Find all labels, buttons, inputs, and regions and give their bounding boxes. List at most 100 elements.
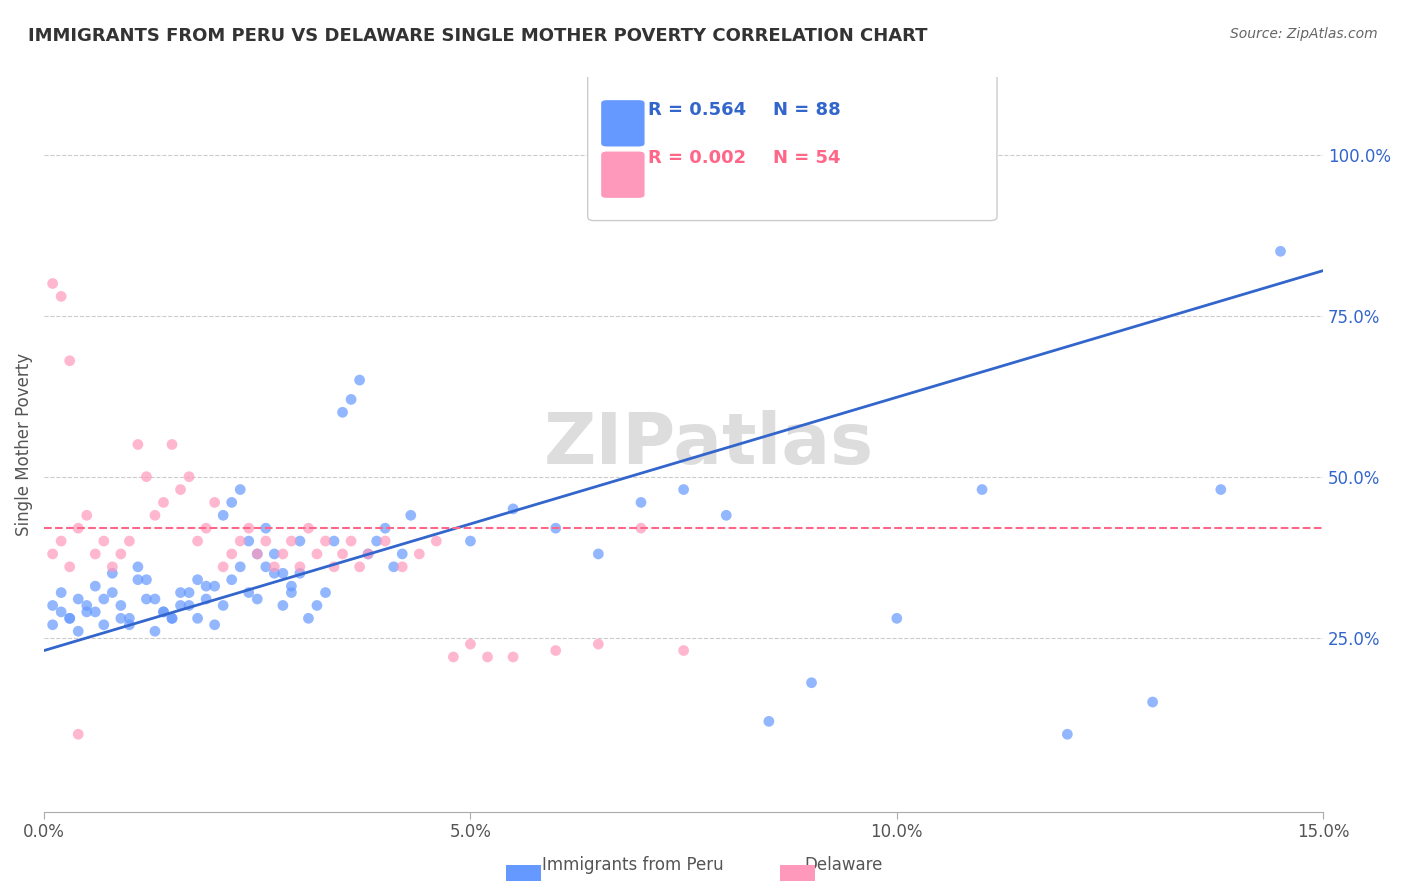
Point <box>187 534 209 549</box>
Point <box>127 573 149 587</box>
Point <box>349 373 371 387</box>
Point <box>143 624 166 639</box>
Point <box>51 585 73 599</box>
Text: N = 54: N = 54 <box>773 149 841 167</box>
Point <box>84 579 107 593</box>
FancyBboxPatch shape <box>600 151 645 199</box>
Point <box>271 566 294 581</box>
Point <box>221 547 243 561</box>
Point <box>76 599 98 613</box>
Point <box>135 469 157 483</box>
Point <box>212 599 235 613</box>
Point <box>177 599 200 613</box>
Point <box>195 521 218 535</box>
Point <box>357 547 380 561</box>
Point <box>143 592 166 607</box>
Point <box>110 611 132 625</box>
Point <box>544 521 567 535</box>
Text: IMMIGRANTS FROM PERU VS DELAWARE SINGLE MOTHER POVERTY CORRELATION CHART: IMMIGRANTS FROM PERU VS DELAWARE SINGLE … <box>28 27 928 45</box>
Point <box>288 566 311 581</box>
Point <box>169 599 191 613</box>
Point <box>460 637 482 651</box>
Point <box>41 617 63 632</box>
Point <box>544 643 567 657</box>
FancyBboxPatch shape <box>600 151 645 199</box>
Point <box>305 547 328 561</box>
Point <box>1142 695 1164 709</box>
Point <box>51 605 73 619</box>
Point <box>152 605 174 619</box>
Point <box>204 579 226 593</box>
Point <box>229 534 252 549</box>
Point <box>101 585 124 599</box>
Point <box>152 495 174 509</box>
FancyBboxPatch shape <box>600 100 645 147</box>
Point <box>340 392 363 407</box>
Point <box>221 495 243 509</box>
Point <box>59 353 82 368</box>
Point <box>254 521 277 535</box>
Point <box>59 559 82 574</box>
Point <box>588 547 610 561</box>
Point <box>408 547 430 561</box>
Point <box>101 566 124 581</box>
Point <box>332 547 354 561</box>
Point <box>263 559 285 574</box>
Text: N = 54: N = 54 <box>773 149 841 167</box>
Point <box>93 617 115 632</box>
Point <box>1270 244 1292 259</box>
Point <box>238 521 260 535</box>
Point <box>93 534 115 549</box>
Point <box>41 277 63 291</box>
Point <box>93 592 115 607</box>
Text: Source: ZipAtlas.com: Source: ZipAtlas.com <box>1230 27 1378 41</box>
Point <box>425 534 447 549</box>
Point <box>391 559 413 574</box>
Point <box>246 547 269 561</box>
Point <box>67 727 90 741</box>
Point <box>41 599 63 613</box>
Point <box>246 592 269 607</box>
Point <box>76 605 98 619</box>
Point <box>886 611 908 625</box>
Point <box>323 559 346 574</box>
Point <box>382 559 405 574</box>
Point <box>630 495 652 509</box>
Point <box>315 585 337 599</box>
Point <box>76 508 98 523</box>
Point <box>195 579 218 593</box>
Point <box>204 495 226 509</box>
Text: Immigrants from Peru: Immigrants from Peru <box>541 856 724 874</box>
Point <box>212 559 235 574</box>
FancyBboxPatch shape <box>588 74 997 220</box>
Point <box>263 566 285 581</box>
Point <box>340 534 363 549</box>
Point <box>288 559 311 574</box>
Point <box>101 559 124 574</box>
Point <box>67 624 90 639</box>
Point <box>1056 727 1078 741</box>
Point <box>297 521 319 535</box>
Point <box>441 650 464 665</box>
Point <box>67 521 90 535</box>
Point <box>391 547 413 561</box>
Point <box>177 585 200 599</box>
Point <box>758 714 780 729</box>
Point <box>187 573 209 587</box>
Text: R = 0.564: R = 0.564 <box>648 102 747 120</box>
Point <box>366 534 388 549</box>
Point <box>51 534 73 549</box>
Point <box>970 483 993 497</box>
Text: Delaware: Delaware <box>804 856 883 874</box>
Point <box>238 534 260 549</box>
Text: R = 0.002: R = 0.002 <box>648 149 747 167</box>
Point <box>315 534 337 549</box>
Point <box>297 611 319 625</box>
Point <box>229 483 252 497</box>
Point <box>229 559 252 574</box>
Point <box>238 585 260 599</box>
Point <box>41 547 63 561</box>
Point <box>110 547 132 561</box>
Point <box>135 573 157 587</box>
Point <box>246 547 269 561</box>
